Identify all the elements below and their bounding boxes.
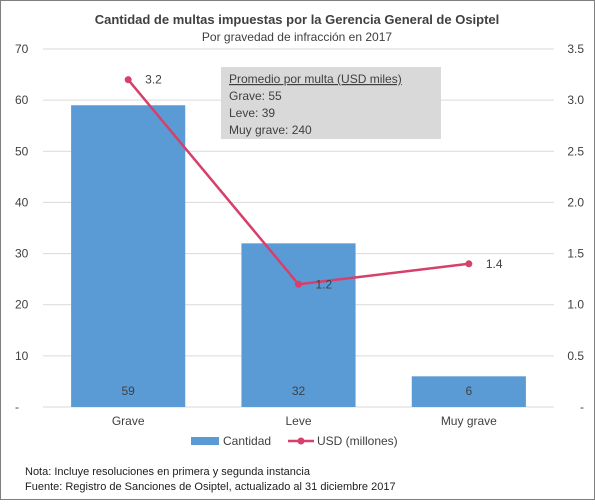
line-value-label: 1.4 <box>486 257 503 271</box>
legend-swatch-marker <box>297 437 305 445</box>
left-tick-label: 20 <box>15 298 29 312</box>
left-tick-label: 40 <box>15 195 29 209</box>
left-axis: - 10 20 30 40 50 60 70 <box>15 42 29 414</box>
bar-value-label: 59 <box>121 384 135 398</box>
right-tick-label: 0.5 <box>567 349 584 363</box>
left-tick-label: 70 <box>15 42 29 56</box>
line-point <box>124 76 132 84</box>
chart-title: Cantidad de multas impuestas por la Gere… <box>95 12 500 27</box>
note-text: Nota: Incluye resoluciones en primera y … <box>25 466 311 478</box>
bar-value-label: 32 <box>292 384 306 398</box>
line-value-label: 3.2 <box>145 73 162 87</box>
right-tick-label: 2.5 <box>567 144 584 158</box>
left-tick-label: - <box>15 400 19 414</box>
chart-subtitle: Por gravedad de infracción en 2017 <box>202 30 392 44</box>
line-point <box>295 280 302 288</box>
legend-swatch-bar <box>191 437 219 445</box>
source-text: Fuente: Registro de Sanciones de Osiptel… <box>25 481 396 493</box>
right-tick-label: 3.0 <box>567 93 584 107</box>
left-tick-label: 60 <box>15 93 29 107</box>
line-series: 3.2 1.2 1.4 <box>124 73 503 291</box>
left-tick-label: 30 <box>15 247 29 261</box>
x-tick-label: Grave <box>112 414 145 428</box>
x-axis: Grave Leve Muy grave <box>112 414 497 428</box>
legend: Cantidad USD (millones) <box>191 434 398 448</box>
info-box-line: Grave: 55 <box>229 89 282 103</box>
info-box: Promedio por multa (USD miles) Grave: 55… <box>221 67 441 139</box>
line-point <box>465 260 473 268</box>
legend-label-bar: Cantidad <box>223 434 271 448</box>
bar <box>241 243 356 407</box>
info-box-line: Muy grave: 240 <box>229 123 312 137</box>
right-axis: - 0.5 1.0 1.5 2.0 2.5 3.0 3.5 <box>567 42 584 414</box>
bar <box>71 105 186 407</box>
left-tick-label: 50 <box>15 144 29 158</box>
x-tick-label: Muy grave <box>441 414 497 428</box>
right-tick-label: 2.0 <box>567 195 584 209</box>
line-value-label: 1.2 <box>316 277 333 291</box>
right-tick-label: - <box>580 400 584 414</box>
info-box-background <box>221 67 441 139</box>
right-tick-label: 1.0 <box>567 298 584 312</box>
bar <box>411 376 526 407</box>
left-tick-label: 10 <box>15 349 29 363</box>
info-box-line: Leve: 39 <box>229 106 275 120</box>
x-tick-label: Leve <box>285 414 311 428</box>
bar-value-label: 6 <box>465 384 472 398</box>
info-box-title: Promedio por multa (USD miles) <box>229 72 402 86</box>
right-tick-label: 1.5 <box>567 247 584 261</box>
legend-label-line: USD (millones) <box>317 434 398 448</box>
right-tick-label: 3.5 <box>567 42 584 56</box>
bar-series: 59 32 6 <box>71 105 526 407</box>
